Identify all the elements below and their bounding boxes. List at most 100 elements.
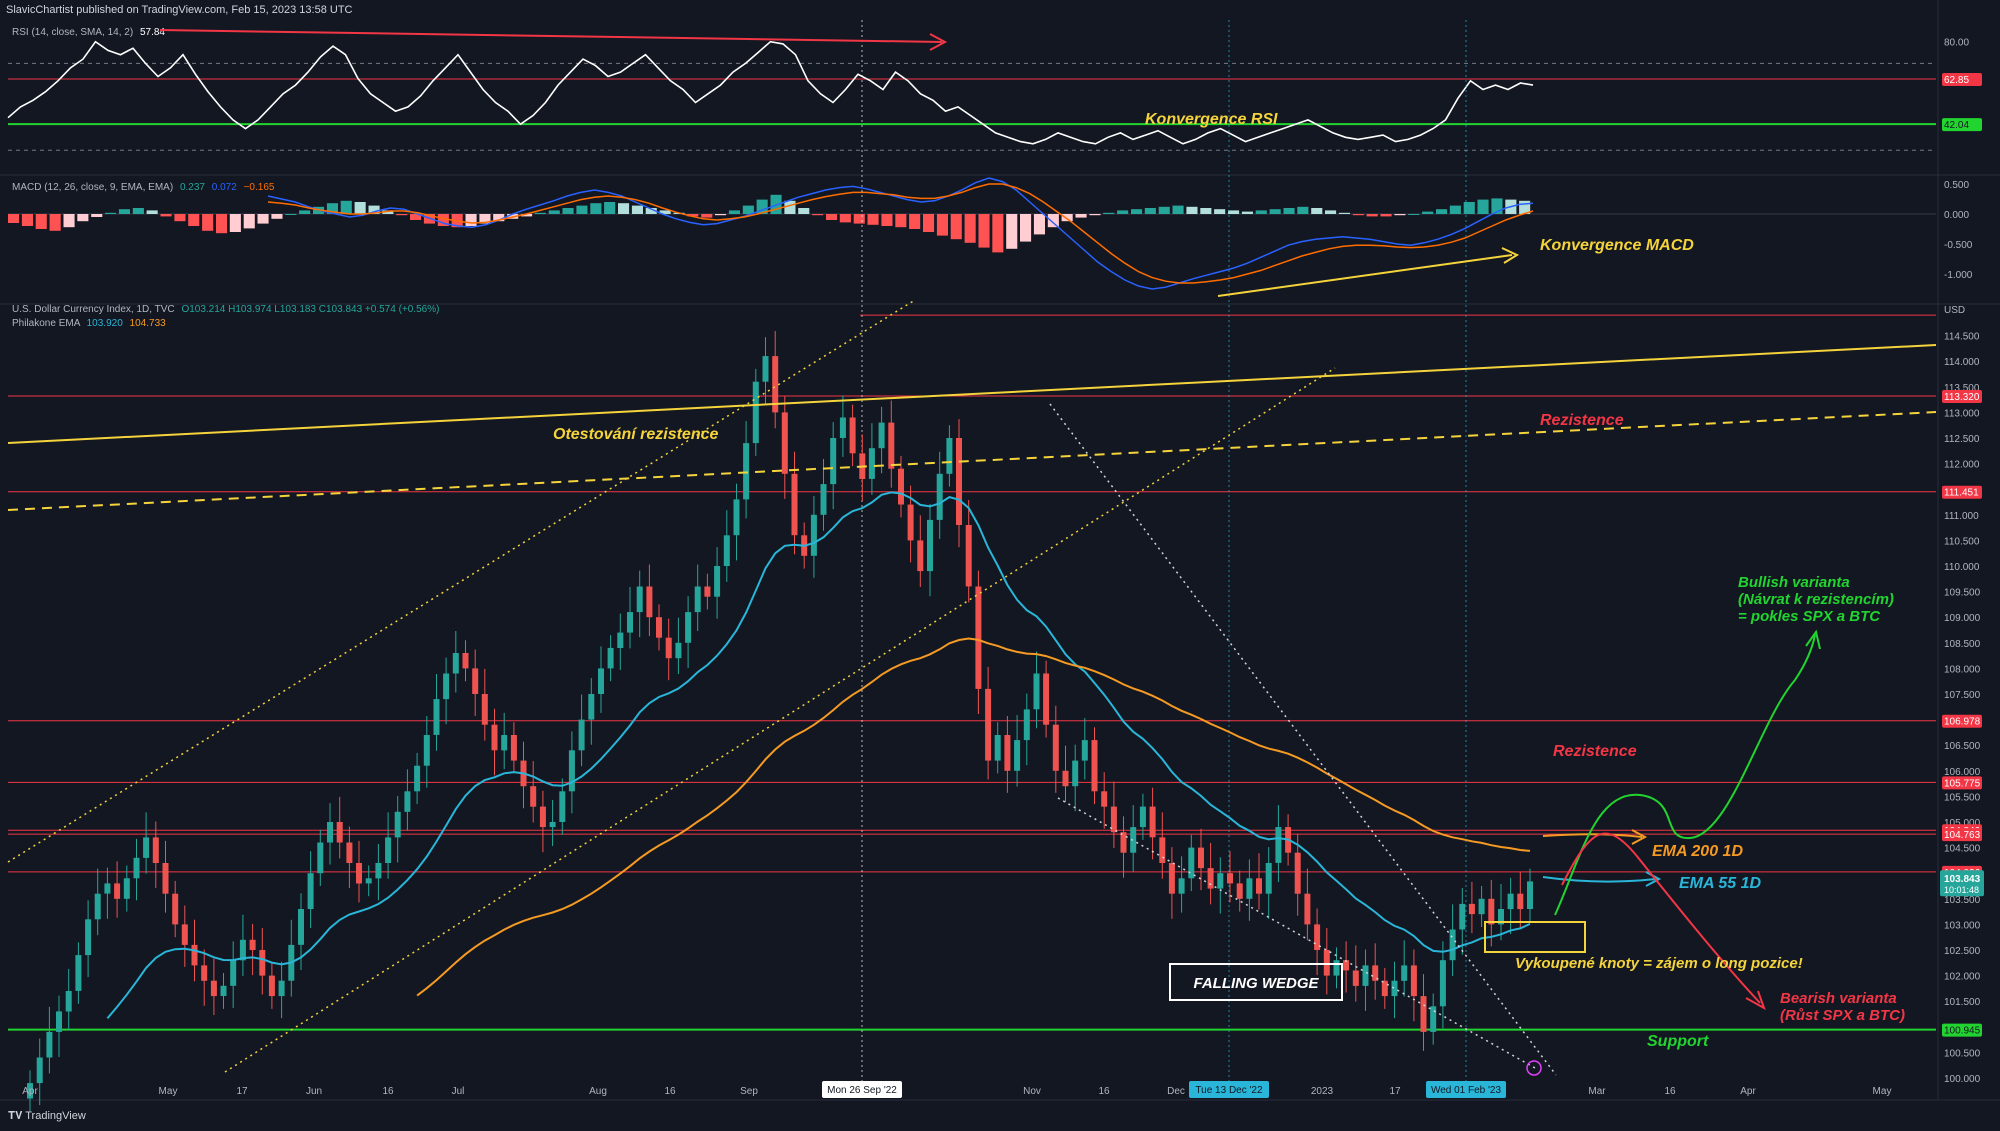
- candle-body: [1352, 970, 1359, 986]
- macd-legend-macd: 0.072: [211, 182, 237, 193]
- rsi-level-label-red-badge: [1942, 72, 1982, 86]
- macd-histogram-bar: [1158, 206, 1170, 214]
- candle-body: [1217, 873, 1224, 889]
- candle-body: [1120, 832, 1127, 853]
- candle-body: [336, 822, 343, 843]
- price-legend-ohlc: O103.214 H103.974 L103.183 C103.843 +0.5…: [181, 304, 440, 315]
- date-badge-label: Mon 26 Sep '22: [827, 1085, 897, 1096]
- candle-body: [201, 965, 208, 981]
- candle-body: [1130, 827, 1137, 853]
- ema-legend[interactable]: Philakone EMA 103.920 104.733: [12, 318, 166, 329]
- candle-body: [617, 632, 624, 648]
- candle-body: [723, 535, 730, 566]
- macd-histogram-bar: [118, 209, 130, 214]
- macd-histogram-bar: [1033, 214, 1045, 235]
- macd-axis-tick: -1.000: [1944, 270, 1973, 281]
- candle-body: [1014, 740, 1021, 771]
- candle-body: [1023, 709, 1030, 741]
- macd-histogram-bar: [590, 203, 602, 214]
- macd-histogram-bar: [645, 208, 657, 214]
- macd-line: [267, 177, 1534, 290]
- time-axis-tick: Dec: [1167, 1086, 1185, 1097]
- time-axis-tick: Mar: [1588, 1086, 1606, 1097]
- candle-body: [1488, 898, 1495, 925]
- wedge-line-upper: [1049, 403, 1557, 1076]
- candle-body: [230, 960, 237, 986]
- macd-histogram-bar: [812, 214, 824, 216]
- candle-body: [820, 484, 827, 515]
- price-level-label: 113.320: [1944, 392, 1980, 403]
- candle-body: [549, 822, 556, 828]
- macd-signal-line: [267, 183, 1534, 284]
- candle-body: [607, 647, 614, 669]
- rsi-line: [7, 40, 1534, 145]
- price-axis-tick: 106.500: [1944, 741, 1981, 752]
- macd-histogram-bar: [77, 214, 89, 222]
- macd-axis-tick: -0.500: [1944, 240, 1973, 251]
- candle-body: [394, 811, 401, 838]
- candle-body: [1265, 863, 1272, 894]
- price-axis-tick: 114.500: [1944, 332, 1980, 343]
- macd-histogram-bar: [410, 214, 422, 220]
- candle-body: [946, 438, 953, 474]
- candle-body: [1256, 878, 1262, 894]
- candle-body: [404, 791, 411, 812]
- candle-body: [1391, 980, 1398, 997]
- rsi-legend-value: 57.84: [139, 27, 165, 38]
- yellow-trendline-dashed: [7, 411, 1937, 511]
- candle-body: [46, 1031, 53, 1058]
- macd-histogram-bar: [1463, 202, 1475, 214]
- macd-histogram-bar: [174, 214, 186, 222]
- candle-body: [714, 566, 721, 597]
- macd-legend[interactable]: MACD (12, 26, close, 9, EMA, EMA) 0.237 …: [12, 182, 274, 193]
- macd-yellow-arrow-head: [1501, 247, 1520, 264]
- macd-histogram-bar: [160, 214, 172, 217]
- time-axis-tick: Nov: [1023, 1086, 1041, 1097]
- candle-body: [433, 699, 440, 735]
- candle-body: [762, 356, 769, 382]
- macd-histogram-bar: [1380, 214, 1392, 217]
- ema-legend-title: Philakone EMA: [12, 318, 80, 329]
- candle-body: [656, 617, 662, 638]
- support-label: Support: [1647, 1033, 1709, 1050]
- price-level-label: 100.945: [1944, 1026, 1981, 1037]
- candle-body: [539, 806, 546, 828]
- price-level-label-badge: [1942, 1023, 1982, 1037]
- alert-icon: [1526, 1060, 1542, 1076]
- candle-body: [94, 893, 101, 920]
- candle-body: [75, 955, 82, 991]
- macd-histogram-bar: [1006, 214, 1018, 249]
- macd-histogram-bar: [326, 203, 338, 214]
- price-axis-tick: 105.500: [1944, 792, 1981, 803]
- price-level-label-badge: [1942, 714, 1982, 728]
- candle-body: [162, 863, 169, 894]
- bearish-label-2: (Růst SPX a BTC): [1780, 1007, 1905, 1024]
- candle-body: [65, 991, 72, 1012]
- macd-histogram-bar: [1200, 208, 1212, 214]
- time-axis-tick: 16: [1098, 1086, 1110, 1097]
- macd-histogram-bar: [895, 214, 907, 228]
- price-axis-tick: 103.500: [1944, 895, 1981, 906]
- candle-body: [1410, 965, 1417, 997]
- falling-wedge-box: [1169, 963, 1343, 1001]
- candle-body: [1033, 673, 1040, 710]
- macd-histogram-bar: [132, 208, 144, 214]
- price-legend-title: U.S. Dollar Currency Index, 1D, TVC: [12, 304, 175, 315]
- price-level-label-badge: [1942, 390, 1982, 404]
- bearish-scenario-path: [1561, 832, 1761, 1004]
- tradingview-logo[interactable]: 𝐓𝐕 TradingView: [8, 1110, 86, 1123]
- price-legend[interactable]: U.S. Dollar Currency Index, 1D, TVC O103…: [12, 304, 439, 315]
- candle-body: [472, 668, 479, 694]
- ema55-label: EMA 55 1D: [1679, 875, 1762, 892]
- ema200-arrow-head: [1631, 829, 1648, 845]
- macd-histogram-bar: [257, 214, 269, 224]
- candle-body: [868, 448, 875, 479]
- date-badge-bg: [1426, 1081, 1506, 1098]
- candle-body: [839, 417, 846, 438]
- rsi-legend[interactable]: RSI (14, close, SMA, 14, 2) 57.84: [12, 27, 165, 38]
- price-axis-currency: USD: [1944, 305, 1965, 316]
- candle-body: [1430, 1006, 1437, 1032]
- macd-histogram-bar: [1172, 205, 1184, 214]
- price-axis-tick: 112.000: [1944, 460, 1980, 471]
